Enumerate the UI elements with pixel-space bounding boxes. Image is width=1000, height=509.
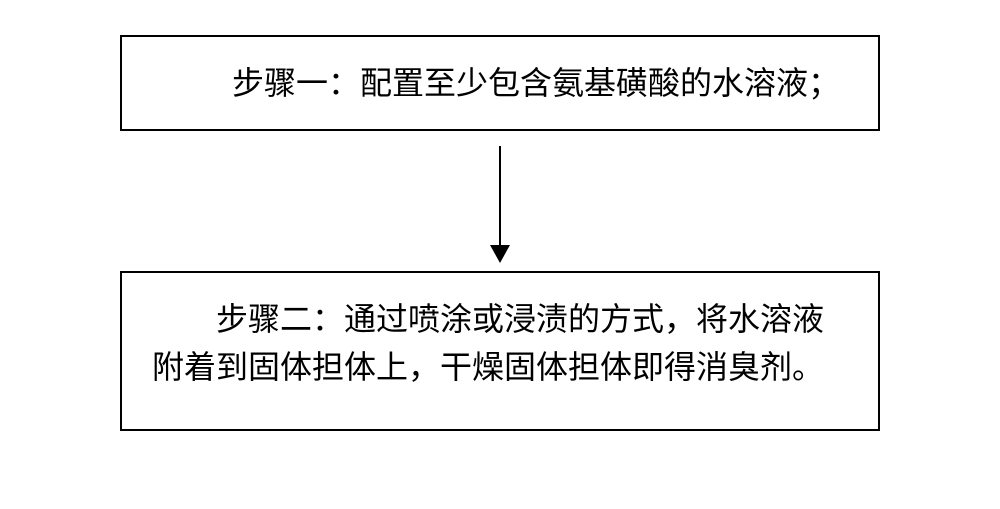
step-2-line2: 附着到固体担体上，干燥固体担体即得消臭剂。 (152, 343, 848, 391)
flowchart-container: 步骤一：配置至少包含氨基磺酸的水溶液； 步骤二：通过喷涂或浸渍的方式，将水溶液 … (120, 35, 880, 431)
step-1-text: 步骤一：配置至少包含氨基磺酸的水溶液； (232, 65, 840, 101)
arrow-head-icon (490, 245, 510, 263)
arrow-connector (120, 131, 880, 271)
step-2-line1: 步骤二：通过喷涂或浸渍的方式，将水溶液 (152, 295, 848, 343)
arrow-line (499, 146, 501, 256)
step-2-box: 步骤二：通过喷涂或浸渍的方式，将水溶液 附着到固体担体上，干燥固体担体即得消臭剂… (120, 271, 880, 431)
step-1-box: 步骤一：配置至少包含氨基磺酸的水溶液； (120, 35, 880, 131)
